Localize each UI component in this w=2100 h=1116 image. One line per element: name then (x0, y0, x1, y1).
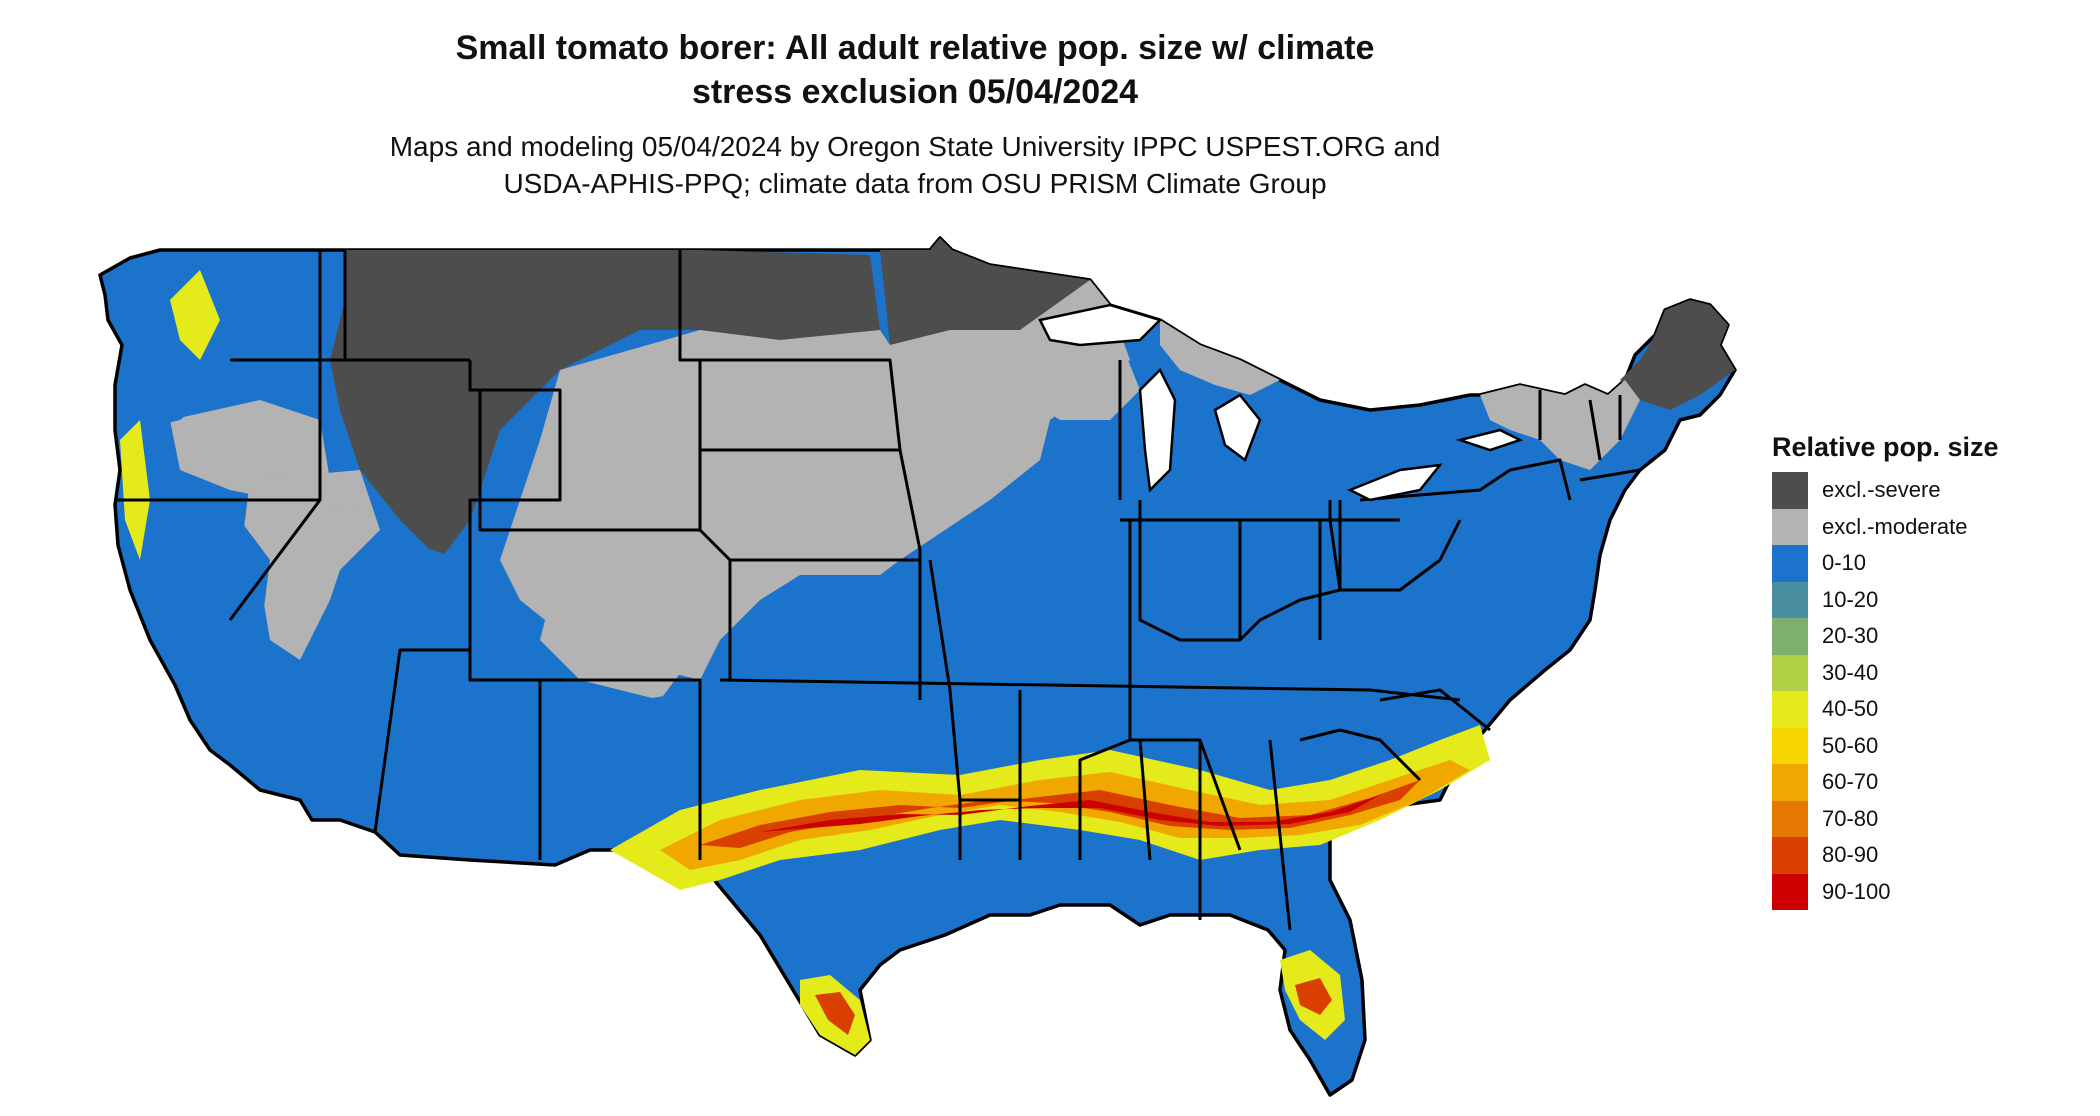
legend-item: 90-100 (1772, 873, 2072, 910)
legend-label: 20-30 (1822, 623, 1879, 649)
legend-label: 30-40 (1822, 659, 1879, 685)
layer-hot-band (120, 270, 1490, 1055)
state-boundaries (115, 250, 1641, 931)
legend-swatch (1772, 508, 1808, 545)
legend-title: Relative pop. size (1772, 432, 1999, 462)
legend-label: 70-80 (1822, 805, 1879, 831)
us-outline (98, 236, 1737, 1097)
legend-swatch (1772, 873, 1808, 910)
legend-label: 0-10 (1822, 550, 1867, 576)
legend-item: 70-80 (1772, 800, 2072, 837)
legend-swatch (1772, 618, 1808, 655)
legend-swatch (1772, 472, 1808, 509)
legend-label: 60-70 (1822, 769, 1879, 795)
map-subtitle: Maps and modeling 05/04/2024 by Oregon S… (300, 128, 1530, 202)
legend-label: excl.-moderate (1822, 513, 1968, 539)
legend-label: 40-50 (1822, 696, 1879, 722)
map-subtitle-line-2: USDA-APHIS-PPQ; climate data from OSU PR… (503, 168, 1327, 199)
map-legend: Relative pop. size excl.-severe excl.-mod… (1772, 430, 2072, 910)
legend-swatch (1772, 691, 1808, 728)
legend-swatch (1772, 764, 1808, 801)
legend-swatch (1772, 837, 1808, 874)
legend-item: 20-30 (1772, 618, 2072, 655)
legend-label: excl.-severe (1822, 477, 1941, 503)
layer-zero-to-ten (120, 290, 760, 820)
legend-swatch (1772, 545, 1808, 582)
legend-label: 80-90 (1822, 842, 1879, 868)
legend-swatch (1772, 654, 1808, 691)
legend-label: 10-20 (1822, 586, 1879, 612)
legend-item: 60-70 (1772, 764, 2072, 801)
legend-item: 80-90 (1772, 837, 2072, 874)
legend-item: 30-40 (1772, 654, 2072, 691)
legend-label: 50-60 (1822, 732, 1879, 758)
legend-item: 40-50 (1772, 691, 2072, 728)
legend-item: excl.-severe (1772, 472, 2072, 509)
map-title-line-2: stress exclusion 05/04/2024 (691, 73, 1139, 111)
legend-item: excl.-moderate (1772, 508, 2072, 545)
map-title-line-1: Small tomato borer: All adult relative p… (455, 29, 1375, 67)
legend-item: 10-20 (1772, 581, 2072, 618)
layer-excl-moderate (170, 280, 1640, 700)
legend-swatch (1772, 727, 1808, 764)
legend-item: 50-60 (1772, 727, 2072, 764)
legend-label: 90-100 (1822, 878, 1891, 904)
map-title: Small tomato borer: All adult relative p… (300, 26, 1530, 114)
legend-rows: excl.-severe excl.-moderate 0-10 10-20 20-30… (1772, 472, 2072, 910)
great-lakes (1038, 303, 1524, 502)
legend-swatch (1772, 581, 1808, 618)
map-subtitle-line-1: Maps and modeling 05/04/2024 by Oregon S… (389, 131, 1441, 162)
legend-swatch (1772, 800, 1808, 837)
legend-item: 0-10 (1772, 545, 2072, 582)
